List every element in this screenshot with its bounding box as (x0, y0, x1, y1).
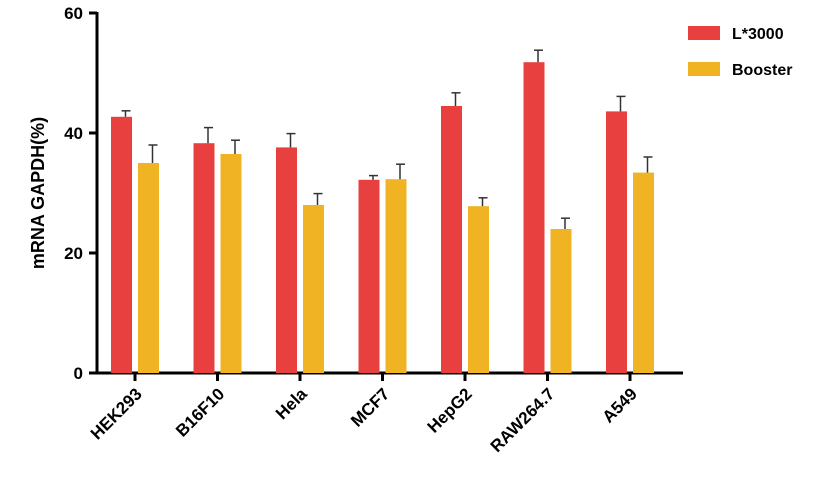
y-tick-label: 60 (64, 4, 83, 23)
bar-l3000-hek293 (111, 116, 132, 374)
y-tick-labels: 0 20 40 60 (64, 4, 83, 383)
bar-booster-raw2647 (550, 229, 572, 373)
x-tick-label: MCF7 (347, 384, 393, 430)
y-tick-label: 0 (74, 364, 83, 383)
legend: L*3000 Booster (688, 26, 792, 79)
bar-l3000-hepg2 (441, 106, 462, 373)
bar-booster-hepg2 (468, 206, 489, 373)
bar-l3000-a549 (606, 111, 627, 374)
x-tick-label: RAW264.7 (487, 384, 559, 456)
bar-booster-b16f10 (220, 154, 242, 373)
y-axis-title: mRNA GAPDH(%) (28, 117, 48, 269)
x-tick-label: Hela (272, 384, 311, 423)
legend-label: Booster (732, 62, 792, 79)
error-bars (121, 49, 653, 229)
legend-swatch (688, 26, 720, 40)
bar-l3000-mcf7 (358, 179, 380, 373)
y-axis-title-group: mRNA GAPDH(%) (28, 117, 48, 269)
bar-booster-mcf7 (385, 179, 407, 373)
bar-booster-hek293 (138, 163, 159, 373)
y-tick-label: 20 (64, 244, 83, 263)
bars (111, 62, 654, 374)
x-tick-label: B16F10 (172, 384, 228, 440)
bar-l3000-raw2647 (523, 62, 545, 373)
x-tick-label: HepG2 (424, 384, 476, 436)
x-tick-label: A549 (599, 384, 641, 426)
x-tick-labels: HEK293 B16F10 Hela MCF7 HepG2 RAW264.7 A549 (87, 384, 641, 456)
legend-label: L*3000 (732, 26, 784, 43)
y-tick-label: 40 (64, 124, 83, 143)
bar-l3000-b16f10 (193, 143, 215, 373)
x-tick-label: HEK293 (87, 384, 146, 443)
bar-l3000-hela (276, 147, 297, 373)
legend-swatch (688, 62, 720, 76)
bar-booster-a549 (633, 172, 654, 373)
bar-booster-hela (303, 205, 324, 373)
